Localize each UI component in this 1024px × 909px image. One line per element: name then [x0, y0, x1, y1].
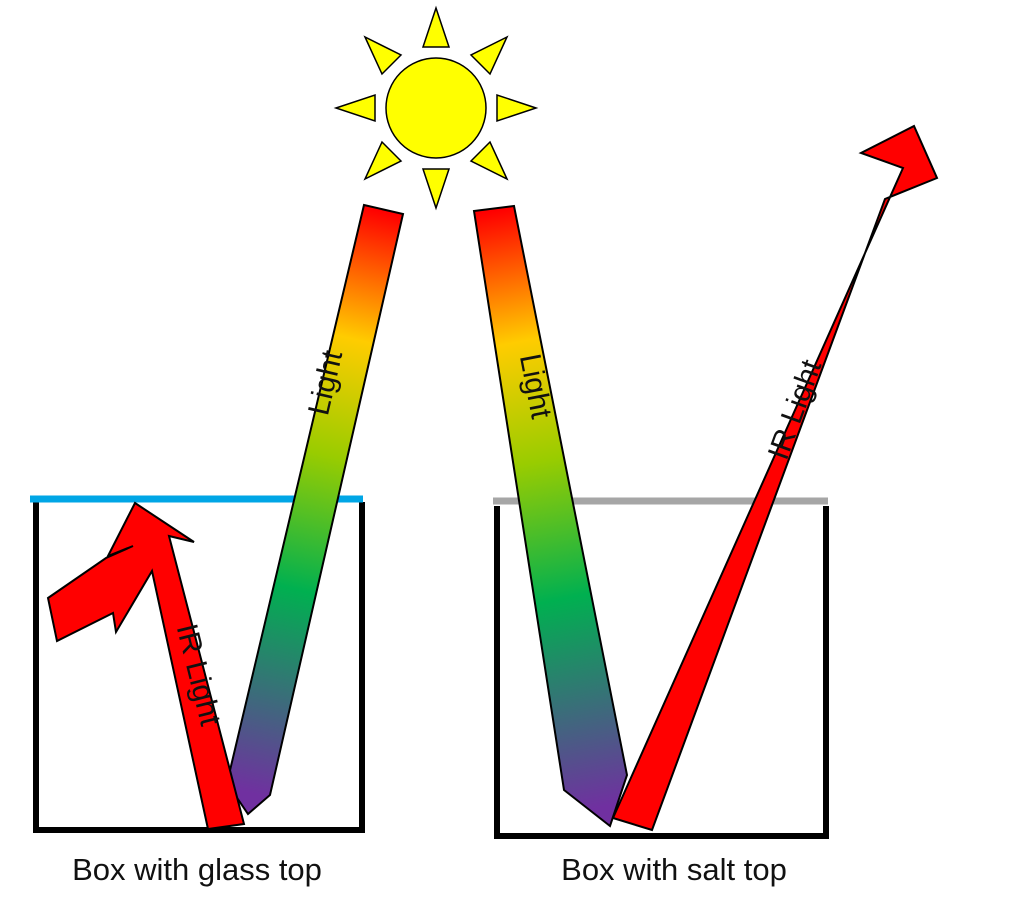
sun-ray [363, 35, 403, 76]
box-outline [494, 506, 829, 839]
sun-icon [333, 5, 539, 211]
sun-ray [421, 168, 451, 211]
sun-ray [421, 5, 451, 48]
ir-light-label: IR Light [762, 355, 829, 464]
sun-disc [385, 57, 487, 159]
glass-box-caption: Box with glass top [72, 852, 322, 887]
sun-ray [469, 35, 509, 76]
salt-box-caption: Box with salt top [561, 852, 787, 887]
reflected-ir-arrow [46, 501, 246, 831]
incoming-light-arrow [225, 203, 405, 816]
sun-ray [496, 93, 539, 123]
box-outline [33, 502, 365, 833]
sun-ray [333, 93, 376, 123]
incoming-light-arrow [472, 204, 629, 828]
sun-ray [363, 140, 403, 181]
sun-ray [469, 140, 509, 181]
escaping-ir-arrow [611, 124, 939, 832]
